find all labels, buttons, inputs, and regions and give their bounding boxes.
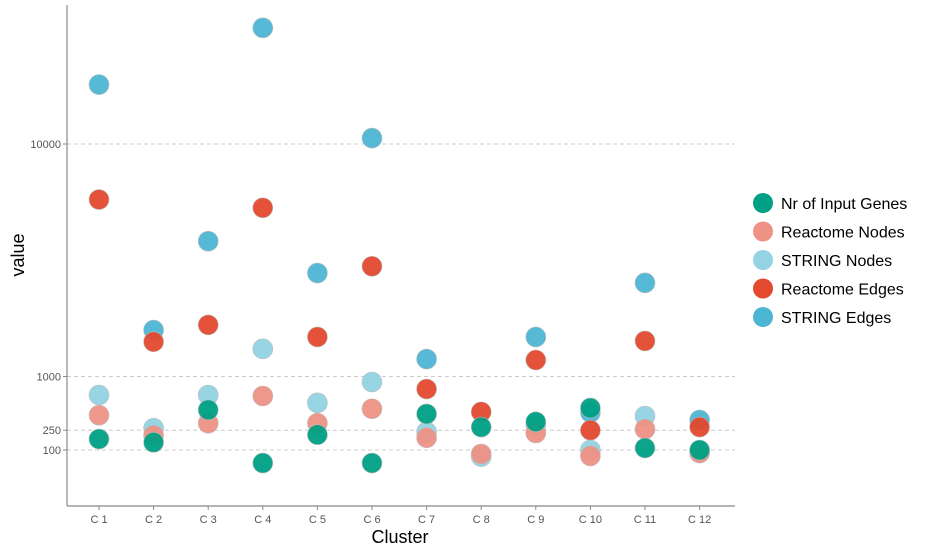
point-string-nodes xyxy=(88,384,110,406)
point-string-edges xyxy=(416,348,437,370)
point-nr-of-input-genes xyxy=(470,416,492,438)
point-reactome-nodes xyxy=(580,445,601,467)
point-reactome-edges xyxy=(88,189,110,210)
point-string-edges xyxy=(525,326,547,348)
x-tick-label: C 9 xyxy=(527,514,544,526)
point-reactome-nodes xyxy=(361,398,383,420)
x-axis-title: Cluster xyxy=(371,527,428,547)
point-string-nodes xyxy=(252,338,274,360)
x-tick-label: C 2 xyxy=(145,514,162,526)
point-reactome-nodes xyxy=(634,418,656,440)
point-nr-of-input-genes xyxy=(88,428,110,450)
legend-label: STRING Nodes xyxy=(781,253,892,270)
point-string-nodes xyxy=(361,371,383,393)
point-reactome-edges xyxy=(143,331,164,353)
point-nr-of-input-genes xyxy=(307,424,328,446)
point-string-edges xyxy=(197,230,219,252)
point-reactome-edges xyxy=(580,419,601,441)
x-tick-label: C 5 xyxy=(309,514,326,526)
point-nr-of-input-genes xyxy=(689,439,710,461)
x-tick-label: C 10 xyxy=(579,514,602,526)
point-string-edges xyxy=(307,262,328,284)
point-reactome-edges xyxy=(361,255,383,277)
legend: Nr of Input Genes Reactome Nodes STRING No… xyxy=(753,193,907,327)
point-nr-of-input-genes xyxy=(525,411,547,433)
y-axis-title: value xyxy=(8,233,28,276)
x-tick-label: C 11 xyxy=(634,514,656,526)
legend-key xyxy=(753,221,773,242)
point-nr-of-input-genes xyxy=(416,403,437,425)
legend-key xyxy=(753,193,773,213)
point-reactome-edges xyxy=(416,378,437,400)
point-string-edges xyxy=(252,17,274,39)
point-nr-of-input-genes xyxy=(580,397,601,419)
point-nr-of-input-genes xyxy=(634,437,656,459)
y-tick-label: 250 xyxy=(43,425,61,437)
legend-key xyxy=(753,250,773,270)
point-reactome-edges xyxy=(307,326,328,348)
point-string-edges xyxy=(361,127,383,149)
point-reactome-edges xyxy=(525,349,547,371)
y-tick-label: 100 xyxy=(43,445,61,457)
legend-key xyxy=(753,307,773,327)
x-tick-label: C 12 xyxy=(688,514,711,526)
point-reactome-edges xyxy=(252,197,274,219)
y-tick-label: 1000 xyxy=(37,371,61,383)
x-tick-label: C 6 xyxy=(363,514,380,526)
legend-label: Nr of Input Genes xyxy=(781,196,907,213)
point-nr-of-input-genes xyxy=(143,432,164,453)
legend-label: Reactome Nodes xyxy=(781,225,905,242)
legend-label: Reactome Edges xyxy=(781,282,904,299)
legend-label: STRING Edges xyxy=(781,310,891,327)
point-nr-of-input-genes xyxy=(252,452,274,474)
point-reactome-nodes xyxy=(88,404,110,426)
point-nr-of-input-genes xyxy=(197,399,219,421)
x-tick-label: C 7 xyxy=(418,514,435,526)
point-reactome-nodes xyxy=(416,427,437,449)
point-reactome-edges xyxy=(197,314,219,336)
point-nr-of-input-genes xyxy=(361,452,383,474)
x-tick-label: C 1 xyxy=(90,514,107,526)
x-tick-label: C 8 xyxy=(473,514,490,526)
point-reactome-edges xyxy=(634,330,656,352)
point-string-edges xyxy=(88,74,110,95)
point-reactome-edges xyxy=(689,416,710,438)
point-string-edges xyxy=(634,272,656,294)
legend-key xyxy=(753,278,773,299)
x-tick-label: C 3 xyxy=(200,514,217,526)
x-tick-label: C 4 xyxy=(254,514,271,526)
y-tick-label: 10000 xyxy=(30,139,61,151)
point-reactome-nodes xyxy=(252,385,274,407)
point-reactome-nodes xyxy=(470,443,492,465)
point-string-nodes xyxy=(307,392,328,414)
